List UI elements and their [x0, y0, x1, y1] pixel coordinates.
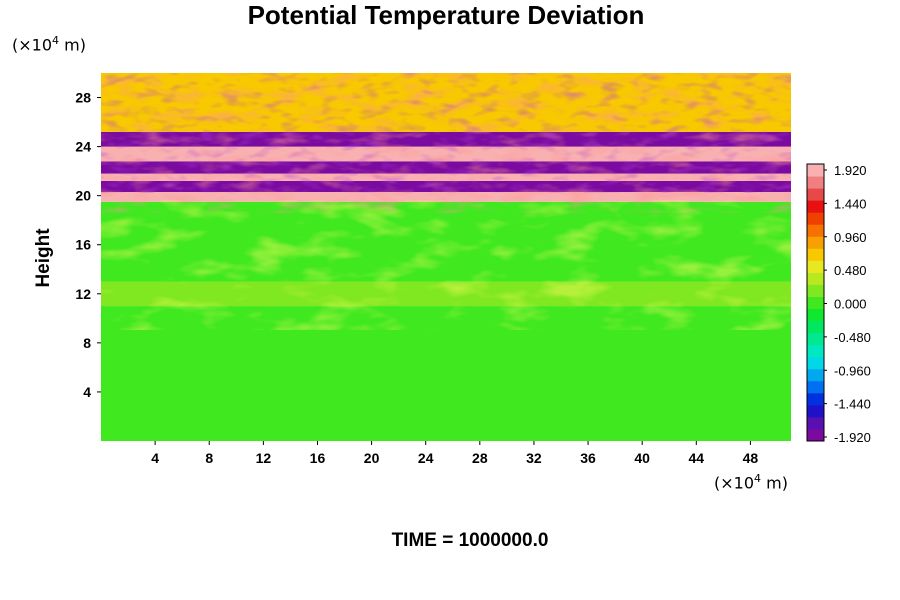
- colorbar-tick-label: 1.920: [834, 163, 867, 178]
- x-unit-exponent: 4: [754, 472, 762, 485]
- colorbar-tick-label: 0.480: [834, 263, 867, 278]
- colorbar-segment: [807, 164, 824, 177]
- x-tick-label: 16: [310, 450, 326, 466]
- colorbar-segment: [807, 212, 824, 225]
- colorbar-tick-label: 0.960: [834, 230, 867, 245]
- y-tick-label: 28: [75, 90, 91, 106]
- x-tick-label: 48: [743, 450, 759, 466]
- colorbar-segment: [807, 224, 824, 237]
- colorbar-tick-label: 1.440: [834, 196, 867, 211]
- x-unit-suffix: m): [761, 473, 788, 493]
- x-tick-label: 20: [364, 450, 380, 466]
- colorbar-segment: [807, 344, 824, 358]
- x-tick-label: 12: [256, 450, 272, 466]
- colorbar-segment: [807, 356, 824, 370]
- x-tick-label: 32: [526, 450, 542, 466]
- colorbar-frame: [806, 163, 825, 442]
- y-unit-prefix: (×10: [12, 35, 53, 55]
- colorbar-segment: [807, 428, 824, 442]
- chart-title: Potential Temperature Deviation: [247, 0, 645, 30]
- y-axis-label: Height: [33, 228, 54, 288]
- x-tick-label: 36: [580, 450, 596, 466]
- colorbar-segment: [807, 188, 824, 201]
- colorbar-segment: [807, 392, 824, 406]
- colorbar-segment: [807, 200, 824, 213]
- y-tick-label: 20: [75, 188, 91, 204]
- colorbar-segment: [807, 308, 824, 322]
- y-axis-unit: (×104 m): [12, 34, 86, 54]
- colorbar-segment: [807, 368, 824, 382]
- colorbar-segment: [807, 272, 824, 285]
- colorbar-tick-labels: 1.920 1.440 0.960 0.480 0.000 -0.480 -0.960 -1.…: [824, 163, 871, 445]
- y-tick-label: 16: [75, 237, 91, 253]
- y-axis-ticks: 4 8 12 16 20 24 28: [75, 90, 101, 400]
- colorbar-segment: [807, 320, 824, 334]
- x-axis-unit: (×104 m): [714, 472, 788, 492]
- x-unit-prefix: (×10: [714, 473, 755, 493]
- heatmap-texture-low: [101, 200, 791, 330]
- time-readout: TIME = 1000000.0: [391, 530, 549, 551]
- colorbar-tick-label: -0.480: [834, 330, 871, 345]
- colorbar-segment: [807, 176, 824, 189]
- colorbar-segment: [807, 284, 824, 297]
- x-tick-label: 24: [418, 450, 434, 466]
- colorbar-segment: [807, 332, 824, 346]
- heatmap-texture-cool: [101, 73, 791, 193]
- colorbar-tick-label: 0.000: [834, 297, 867, 312]
- colorbar-tick-label: -0.960: [834, 363, 871, 378]
- colorbar-segment: [807, 236, 824, 249]
- colorbar-segment: [807, 416, 824, 430]
- y-tick-label: 4: [83, 384, 91, 400]
- colorbar-segment: [807, 404, 824, 418]
- x-tick-label: 44: [689, 450, 705, 466]
- x-tick-label: 4: [151, 450, 159, 466]
- colorbar: [806, 163, 825, 442]
- x-tick-label: 8: [205, 450, 213, 466]
- y-tick-label: 8: [83, 335, 91, 351]
- y-tick-label: 12: [75, 286, 91, 302]
- colorbar-segment: [807, 296, 824, 310]
- x-tick-label: 28: [472, 450, 488, 466]
- colorbar-tick-label: -1.920: [834, 430, 871, 445]
- colorbar-segment: [807, 380, 824, 394]
- y-tick-label: 24: [75, 139, 91, 155]
- colorbar-segment: [807, 260, 824, 273]
- x-axis-ticks: 4 8 12 16 20 24 28 32 36 40 44 48: [151, 441, 758, 466]
- colorbar-tick-label: -1.440: [834, 397, 871, 412]
- colorbar-segment: [807, 248, 824, 261]
- y-unit-exponent: 4: [52, 34, 60, 47]
- x-tick-label: 40: [634, 450, 650, 466]
- y-unit-suffix: m): [59, 35, 86, 55]
